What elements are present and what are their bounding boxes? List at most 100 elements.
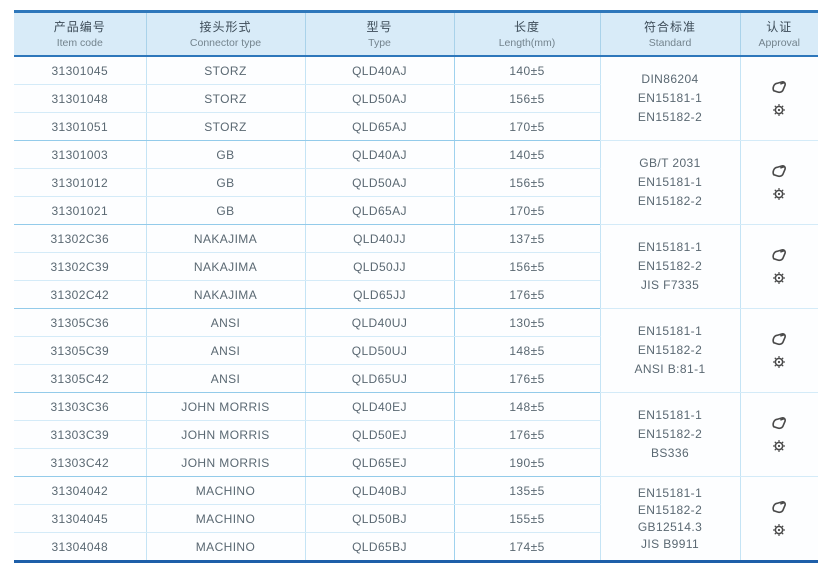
connector-type-cell: JOHN MORRIS bbox=[145, 392, 305, 421]
standard-line: EN15181-1 bbox=[637, 408, 703, 422]
length-cell: 174±5 bbox=[453, 532, 600, 562]
header-type: 型号 Type bbox=[304, 11, 454, 57]
connector-type-cell: NAKAJIMA bbox=[145, 252, 305, 281]
certification-seal-icon bbox=[773, 188, 786, 200]
type-cell: QLD50UJ bbox=[304, 336, 454, 365]
table-header: 产品编号 Item code 接头形式 Connector type 型号 Ty… bbox=[14, 11, 818, 57]
header-item-code-zh: 产品编号 bbox=[53, 20, 106, 34]
standard-line: BS336 bbox=[650, 446, 690, 460]
header-approval: 认证 Approval bbox=[739, 11, 818, 57]
header-connector-type-en: Connector type bbox=[189, 37, 262, 49]
connector-type-cell: JOHN MORRIS bbox=[145, 420, 305, 449]
standard-cell: EN15181-1 EN15182-2 ANSI B:81-1 bbox=[599, 308, 740, 393]
certification-mark-icon bbox=[772, 501, 787, 514]
standard-line: JIS F7335 bbox=[640, 278, 700, 292]
standard-cell: GB/T 2031 EN15181-1 EN15182-2 bbox=[599, 140, 740, 225]
type-cell: QLD50AJ bbox=[304, 84, 454, 113]
type-cell: QLD65EJ bbox=[304, 448, 454, 477]
connector-type-cell: ANSI bbox=[145, 336, 305, 365]
type-cell: QLD50BJ bbox=[304, 504, 454, 533]
approval-cell bbox=[739, 308, 818, 393]
type-cell: QLD65AJ bbox=[304, 112, 454, 141]
item-code-cell: 31301012 bbox=[14, 168, 146, 197]
certification-mark-icon bbox=[772, 81, 787, 94]
catalog-page: 产品编号 Item code 接头形式 Connector type 型号 Ty… bbox=[14, 10, 818, 563]
connector-type-cell: MACHINO bbox=[145, 504, 305, 533]
connector-type-cell: NAKAJIMA bbox=[145, 280, 305, 309]
standard-line: GB12514.3 bbox=[637, 519, 703, 534]
standard-line: ANSI B:81-1 bbox=[634, 362, 706, 376]
standard-cell: EN15181-1 EN15182-2 JIS F7335 bbox=[599, 224, 740, 309]
table-row: 31304048 MACHINO QLD65BJ 174±5 bbox=[14, 532, 818, 562]
length-cell: 155±5 bbox=[453, 504, 600, 533]
connector-type-cell: NAKAJIMA bbox=[145, 224, 305, 253]
type-cell: QLD40UJ bbox=[304, 308, 454, 337]
length-cell: 176±5 bbox=[453, 280, 600, 309]
certification-seal-icon bbox=[773, 104, 786, 116]
connector-type-cell: ANSI bbox=[145, 364, 305, 393]
standard-line: EN15182-2 bbox=[637, 259, 703, 273]
standard-cell: EN15181-1 EN15182-2 BS336 bbox=[599, 392, 740, 477]
item-code-cell: 31301051 bbox=[14, 112, 146, 141]
type-cell: QLD65UJ bbox=[304, 364, 454, 393]
item-code-cell: 31302C42 bbox=[14, 280, 146, 309]
item-code-cell: 31302C39 bbox=[14, 252, 146, 281]
certification-seal-icon bbox=[773, 272, 786, 284]
header-type-en: Type bbox=[368, 37, 391, 49]
length-cell: 130±5 bbox=[453, 308, 600, 337]
standard-line: EN15182-2 bbox=[637, 427, 703, 441]
item-code-cell: 31305C42 bbox=[14, 364, 146, 393]
header-standard-zh: 符合标准 bbox=[643, 20, 696, 34]
length-cell: 140±5 bbox=[453, 56, 600, 85]
approval-cell bbox=[739, 140, 818, 225]
table-row: 31305C39 ANSI QLD50UJ 148±5 bbox=[14, 336, 818, 365]
length-cell: 137±5 bbox=[453, 224, 600, 253]
certification-mark-icon bbox=[772, 417, 787, 430]
type-cell: QLD50EJ bbox=[304, 420, 454, 449]
table-row: 31302C36 NAKAJIMA QLD40JJ 137±5 EN15181-… bbox=[14, 224, 818, 309]
table-row: 31305C42 ANSI QLD65UJ 176±5 bbox=[14, 364, 818, 393]
length-cell: 135±5 bbox=[453, 476, 600, 505]
header-type-zh: 型号 bbox=[366, 20, 393, 34]
certification-mark-icon bbox=[772, 249, 787, 262]
table-body: 31301045 STORZ QLD40AJ 140±5 DIN86204 EN… bbox=[14, 56, 818, 562]
item-code-cell: 31301003 bbox=[14, 140, 146, 169]
connector-type-cell: STORZ bbox=[145, 56, 305, 85]
standard-line: EN15182-2 bbox=[637, 343, 703, 357]
connector-type-cell: STORZ bbox=[145, 84, 305, 113]
length-cell: 176±5 bbox=[453, 420, 600, 449]
approval-cell bbox=[739, 392, 818, 477]
item-code-cell: 31304045 bbox=[14, 504, 146, 533]
table-row: 31301021 GB QLD65AJ 170±5 bbox=[14, 196, 818, 225]
table-row: 31301048 STORZ QLD50AJ 156±5 bbox=[14, 84, 818, 113]
length-cell: 156±5 bbox=[453, 84, 600, 113]
approval-cell bbox=[739, 56, 818, 141]
item-code-cell: 31304042 bbox=[14, 476, 146, 505]
connector-type-cell: GB bbox=[145, 168, 305, 197]
certification-seal-icon bbox=[773, 440, 786, 452]
header-approval-en: Approval bbox=[758, 37, 800, 49]
length-cell: 140±5 bbox=[453, 140, 600, 169]
standard-line: EN15181-1 bbox=[637, 91, 703, 105]
header-connector-type-zh: 接头形式 bbox=[199, 20, 252, 34]
connector-type-cell: GB bbox=[145, 196, 305, 225]
standard-line: JIS B9911 bbox=[640, 536, 700, 551]
type-cell: QLD50AJ bbox=[304, 168, 454, 197]
table-row: 31302C42 NAKAJIMA QLD65JJ 176±5 bbox=[14, 280, 818, 309]
standard-line: EN15181-1 bbox=[637, 240, 703, 254]
table-row: 31302C39 NAKAJIMA QLD50JJ 156±5 bbox=[14, 252, 818, 281]
length-cell: 190±5 bbox=[453, 448, 600, 477]
header-length-zh: 长度 bbox=[513, 20, 540, 34]
item-code-cell: 31305C36 bbox=[14, 308, 146, 337]
standard-cell: EN15181-1 EN15182-2 GB12514.3 JIS B9911 bbox=[599, 476, 740, 562]
header-connector-type: 接头形式 Connector type bbox=[145, 11, 305, 57]
connector-type-cell: ANSI bbox=[145, 308, 305, 337]
item-code-cell: 31302C36 bbox=[14, 224, 146, 253]
connector-type-cell: MACHINO bbox=[145, 476, 305, 505]
header-length-en: Length(mm) bbox=[498, 37, 556, 49]
standard-line: GB/T 2031 bbox=[639, 156, 701, 170]
type-cell: QLD40JJ bbox=[304, 224, 454, 253]
standard-line: EN15181-1 bbox=[637, 175, 703, 189]
type-cell: QLD40AJ bbox=[304, 140, 454, 169]
header-approval-zh: 认证 bbox=[766, 20, 793, 34]
